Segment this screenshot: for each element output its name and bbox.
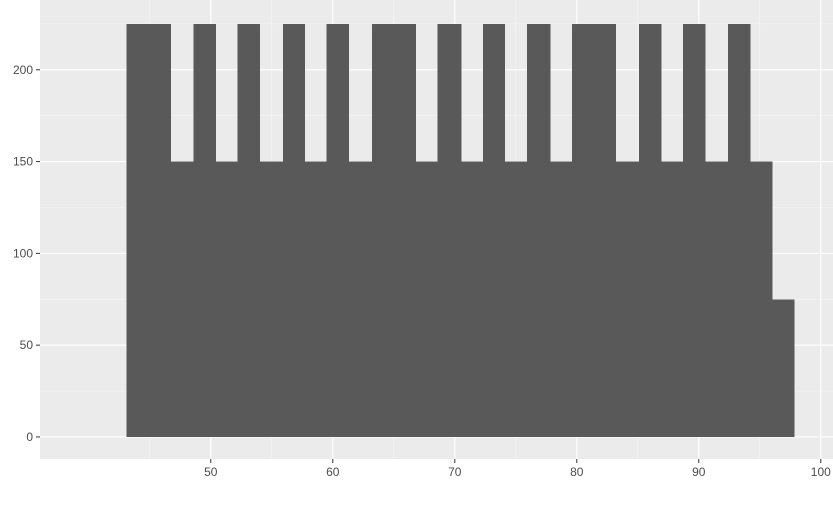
histogram-bar bbox=[237, 23, 260, 437]
y-tick-label: 150 bbox=[13, 155, 33, 169]
histogram-bar bbox=[571, 23, 595, 437]
histogram-bar bbox=[348, 161, 373, 437]
histogram-bar bbox=[193, 23, 217, 437]
x-tick-label: 70 bbox=[448, 465, 462, 479]
histogram-bar bbox=[393, 23, 417, 437]
histogram-bar bbox=[126, 23, 149, 437]
histogram-bar bbox=[437, 23, 462, 437]
histogram-bar bbox=[593, 23, 617, 437]
histogram-bar bbox=[326, 23, 350, 437]
x-tick-label: 60 bbox=[326, 465, 340, 479]
histogram-bar bbox=[148, 23, 171, 437]
x-tick-label: 90 bbox=[692, 465, 706, 479]
histogram-bar bbox=[549, 161, 573, 437]
histogram-bar bbox=[215, 161, 239, 437]
histogram-bars bbox=[126, 23, 795, 437]
histogram-bar bbox=[415, 161, 439, 437]
x-tick-label: 100 bbox=[811, 465, 831, 479]
histogram-bar bbox=[704, 161, 729, 437]
histogram-bar bbox=[371, 23, 395, 437]
histogram-bar bbox=[682, 23, 706, 437]
histogram-bar bbox=[772, 299, 795, 437]
histogram-bar bbox=[639, 23, 662, 437]
histogram-bar bbox=[615, 161, 640, 437]
histogram-bar bbox=[482, 23, 506, 437]
histogram-bar bbox=[728, 23, 751, 437]
y-tick-label: 200 bbox=[13, 63, 33, 77]
histogram-bar bbox=[259, 161, 284, 437]
y-tick-label: 50 bbox=[20, 338, 34, 352]
histogram-bar bbox=[170, 161, 195, 437]
y-axis: 0 50 100 150 200 bbox=[13, 63, 40, 444]
histogram-bar bbox=[504, 161, 528, 437]
histogram-bar bbox=[460, 161, 484, 437]
x-axis: 50 60 70 80 90 100 bbox=[204, 459, 831, 479]
y-tick-label: 0 bbox=[26, 430, 33, 444]
x-tick-label: 50 bbox=[204, 465, 218, 479]
histogram-bar bbox=[282, 23, 306, 437]
histogram-bar bbox=[750, 161, 773, 437]
x-tick-label: 80 bbox=[570, 465, 584, 479]
histogram-bar bbox=[304, 161, 328, 437]
histogram-bar bbox=[660, 161, 684, 437]
histogram-bar bbox=[526, 23, 551, 437]
y-tick-label: 100 bbox=[13, 246, 33, 260]
